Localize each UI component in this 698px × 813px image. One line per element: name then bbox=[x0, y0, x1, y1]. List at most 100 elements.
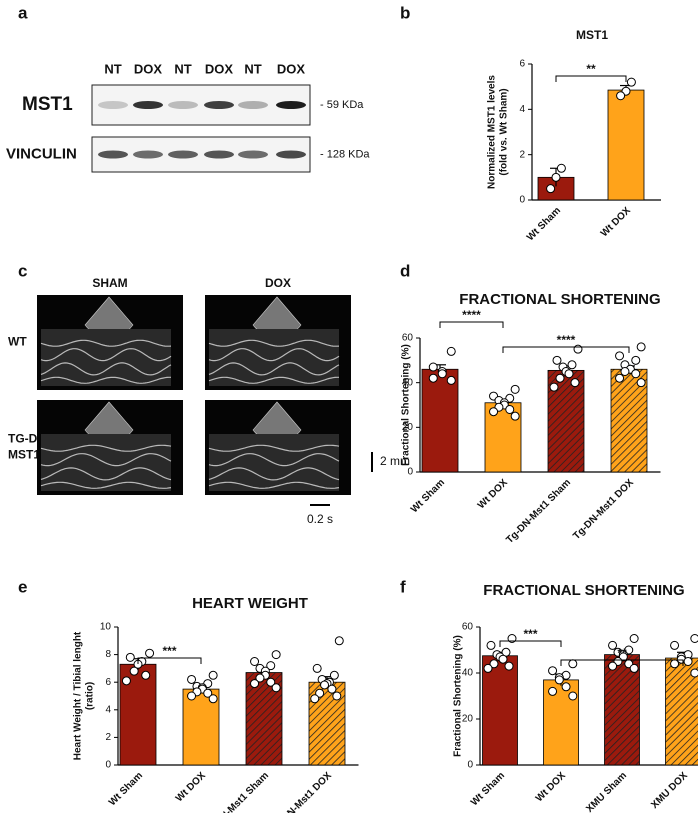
y-tick-label: 20 bbox=[462, 714, 474, 725]
blot-protein-label: VINCULIN bbox=[6, 145, 77, 162]
data-point bbox=[631, 355, 641, 365]
m-mode-trace bbox=[208, 444, 340, 452]
y-axis-label: Fractional Shortening (%) bbox=[453, 635, 464, 757]
data-point bbox=[334, 636, 344, 646]
scale-label: 2 mm bbox=[380, 454, 410, 468]
y-tick-label: 40 bbox=[402, 377, 414, 388]
m-mode-trace bbox=[40, 481, 172, 489]
y-tick-label: 0 bbox=[467, 760, 473, 771]
data-point bbox=[271, 650, 281, 660]
significance-bracket bbox=[439, 321, 504, 328]
data-point bbox=[554, 675, 564, 685]
data-point bbox=[608, 661, 618, 671]
y-tick-label: 2 bbox=[519, 149, 525, 160]
chart-title: FRACTIONAL SHORTENING bbox=[459, 291, 660, 308]
m-mode-trace bbox=[40, 467, 172, 481]
data-point bbox=[125, 652, 135, 662]
data-point bbox=[548, 686, 558, 696]
significance-bracket bbox=[555, 75, 627, 82]
echo-column-label: DOX bbox=[265, 276, 291, 290]
x-tick-label: Wt Sham bbox=[107, 770, 145, 808]
data-point bbox=[683, 657, 693, 666]
lane-label: DOX bbox=[205, 61, 234, 76]
blot-band bbox=[204, 150, 234, 159]
data-point bbox=[266, 677, 276, 687]
chart-title: FRACTIONAL SHORTENING bbox=[483, 582, 684, 599]
data-point bbox=[555, 373, 565, 383]
data-point bbox=[329, 670, 339, 680]
data-point bbox=[629, 634, 639, 643]
data-point bbox=[546, 184, 556, 194]
x-tick-label: XMU Sham bbox=[584, 770, 629, 813]
panel-label: f bbox=[400, 577, 406, 596]
blot-band bbox=[98, 101, 128, 109]
data-point bbox=[567, 360, 577, 370]
blot-band bbox=[168, 101, 198, 109]
data-point bbox=[250, 679, 260, 689]
data-point bbox=[141, 670, 151, 680]
data-point bbox=[129, 666, 139, 676]
lane-label: NT bbox=[244, 61, 261, 76]
x-tick-label: Wt Sham bbox=[469, 770, 507, 808]
y-tick-label: 2 bbox=[105, 732, 111, 743]
data-point bbox=[145, 648, 155, 658]
bar bbox=[482, 655, 518, 766]
data-point bbox=[552, 355, 562, 365]
y-tick-label: 60 bbox=[462, 622, 474, 633]
data-point bbox=[620, 367, 630, 376]
data-point bbox=[615, 351, 625, 361]
panel-label: c bbox=[18, 261, 27, 280]
x-tick-label: Tg-DN-Mst1 Sham bbox=[202, 770, 271, 813]
x-tick-label: Wt DOX bbox=[174, 770, 208, 804]
m-mode-trace bbox=[40, 453, 172, 467]
data-point bbox=[483, 663, 493, 673]
data-point bbox=[437, 369, 447, 379]
lane-label: DOX bbox=[277, 61, 306, 76]
data-point bbox=[121, 676, 131, 686]
data-point bbox=[498, 654, 508, 664]
data-point bbox=[568, 691, 578, 701]
bar bbox=[604, 654, 640, 766]
m-mode-trace bbox=[40, 444, 172, 452]
m-mode-trace bbox=[208, 467, 340, 481]
blot-protein-label: MST1 bbox=[22, 94, 73, 115]
significance-label: ** bbox=[586, 62, 596, 76]
y-tick-label: 4 bbox=[105, 704, 111, 715]
panel-label: a bbox=[18, 3, 28, 22]
data-point bbox=[510, 411, 520, 421]
m-mode-trace bbox=[208, 362, 340, 376]
data-point bbox=[570, 378, 580, 388]
blot-band bbox=[133, 101, 163, 109]
blot-band bbox=[204, 101, 234, 109]
blot-band bbox=[238, 150, 268, 159]
lane-label: NT bbox=[174, 61, 191, 76]
blot-band bbox=[98, 150, 128, 159]
m-mode-trace bbox=[208, 376, 339, 384]
data-point bbox=[549, 382, 559, 392]
significance-bracket bbox=[137, 657, 202, 664]
m-mode-trace bbox=[208, 481, 340, 489]
m-mode-trace bbox=[208, 339, 340, 347]
data-point bbox=[489, 407, 499, 417]
data-point bbox=[636, 378, 646, 388]
significance-label: *** bbox=[523, 627, 537, 641]
data-point bbox=[631, 369, 641, 379]
chart-title: MST1 bbox=[576, 28, 608, 42]
x-tick-label: Wt DOX bbox=[599, 205, 633, 239]
data-point bbox=[271, 683, 281, 693]
data-point bbox=[266, 661, 276, 671]
y-tick-label: 6 bbox=[105, 677, 111, 688]
y-tick-label: 0 bbox=[105, 760, 111, 771]
echo-row-label: MST1 bbox=[8, 448, 40, 462]
data-point bbox=[428, 362, 438, 372]
data-point bbox=[690, 668, 698, 678]
data-point bbox=[255, 673, 265, 683]
data-point bbox=[626, 77, 636, 87]
data-point bbox=[489, 659, 499, 669]
blot-box bbox=[91, 84, 311, 126]
significance-bracket bbox=[499, 640, 562, 647]
y-tick-label: 60 bbox=[402, 333, 414, 344]
blot-size-label: - 128 KDa bbox=[320, 148, 370, 160]
x-tick-label: Tg-DN-Mst1 DOX bbox=[269, 770, 334, 813]
data-point bbox=[312, 663, 322, 673]
